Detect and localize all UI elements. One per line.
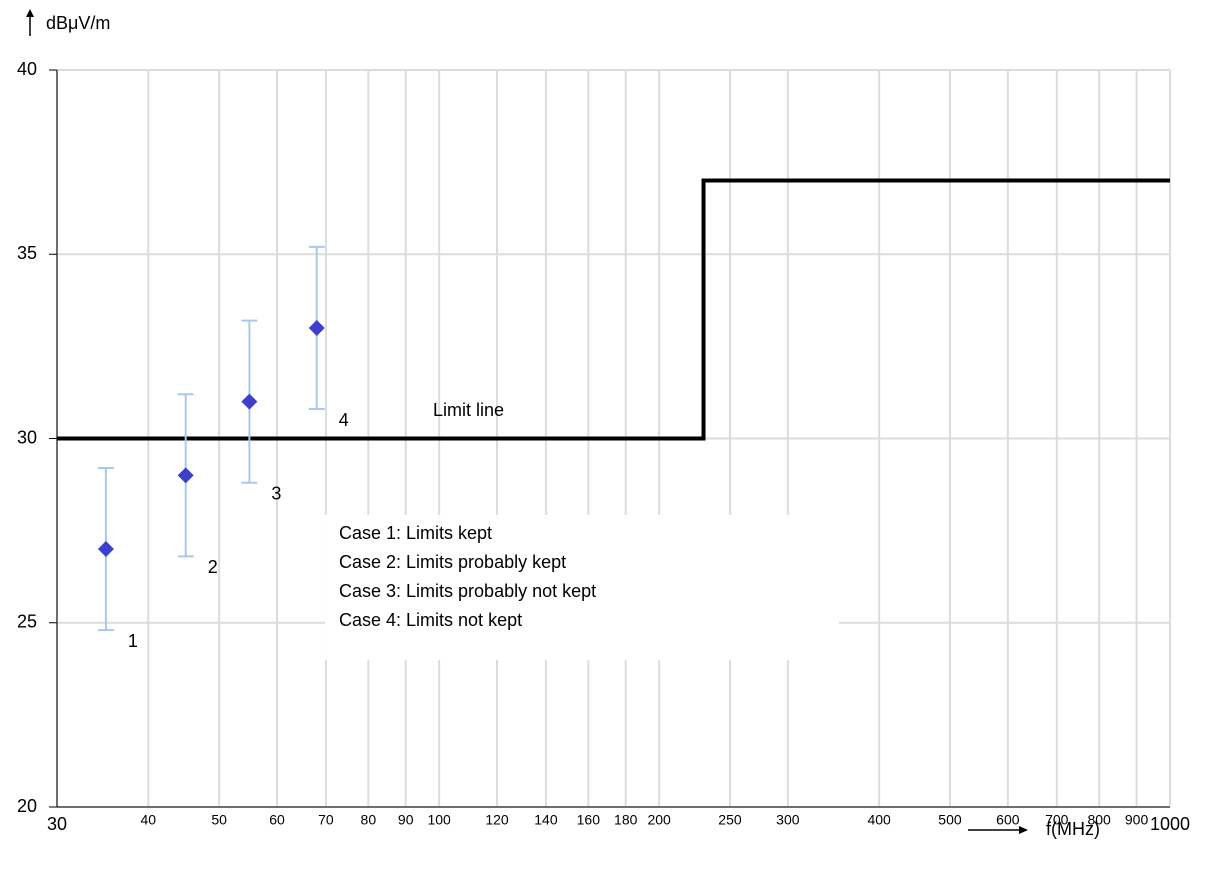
point-label: 1 xyxy=(128,631,138,651)
x-tick-label: 300 xyxy=(776,812,800,828)
point xyxy=(177,467,194,484)
legend-text: Case 2: Limits probably kept xyxy=(339,552,566,572)
point-label: 3 xyxy=(271,483,281,503)
x-tick-label: 500 xyxy=(938,812,962,828)
legend-box xyxy=(325,515,839,660)
x-tick-label: 120 xyxy=(485,812,509,828)
y-tick-label: 20 xyxy=(17,796,37,816)
point-label: 2 xyxy=(208,557,218,577)
x-tick-label: 70 xyxy=(318,812,334,828)
limit-line xyxy=(57,178,1170,441)
x-tick-label: 80 xyxy=(361,812,377,828)
x-tick-label: 900 xyxy=(1125,812,1149,828)
point xyxy=(97,541,114,558)
y-axis-label: dBμV/m xyxy=(46,13,110,33)
x-tick-label: 200 xyxy=(647,812,671,828)
y-tick-label: 40 xyxy=(17,59,37,79)
legend-text: Case 1: Limits kept xyxy=(339,523,492,543)
x-axis-arrowhead xyxy=(1019,826,1028,834)
x-tick-label: 30 xyxy=(47,814,67,834)
limit-line-label: Limit line xyxy=(433,400,504,420)
x-tick-label: 40 xyxy=(141,812,157,828)
x-tick-label: 100 xyxy=(427,812,451,828)
point-label: 4 xyxy=(339,410,349,430)
x-tick-label: 700 xyxy=(1045,812,1069,828)
x-tick-label: 800 xyxy=(1087,812,1111,828)
y-tick-label: 25 xyxy=(17,612,37,632)
x-tick-label: 400 xyxy=(867,812,891,828)
legend-text: Case 4: Limits not kept xyxy=(339,610,522,630)
x-tick-label: 50 xyxy=(211,812,227,828)
x-tick-label: 1000 xyxy=(1150,814,1190,834)
x-axis-label: f(MHz) xyxy=(1046,819,1100,839)
x-tick-label: 180 xyxy=(614,812,638,828)
y-tick-label: 30 xyxy=(17,427,37,447)
y-axis-arrowhead xyxy=(26,9,34,17)
y-tick-label: 35 xyxy=(17,243,37,263)
x-tick-label: 160 xyxy=(577,812,601,828)
legend-text: Case 3: Limits probably not kept xyxy=(339,581,596,601)
x-tick-label: 140 xyxy=(534,812,558,828)
x-tick-label: 90 xyxy=(398,812,414,828)
x-tick-label: 250 xyxy=(718,812,742,828)
x-tick-label: 600 xyxy=(996,812,1020,828)
point xyxy=(308,319,325,336)
x-tick-label: 60 xyxy=(269,812,285,828)
point xyxy=(241,393,258,410)
